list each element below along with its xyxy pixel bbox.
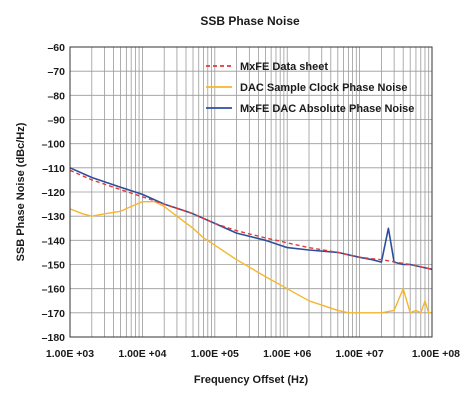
x-tick-label: 1.00E +03 [46, 348, 94, 360]
y-tick-label: –90 [47, 115, 65, 127]
x-tick-label: 1.00E +06 [263, 348, 311, 360]
legend: MxFE Data sheet DAC Sample Clock Phase No… [206, 61, 414, 115]
x-tick-label: 1.00E +04 [118, 348, 166, 360]
y-tick-label: –150 [42, 260, 66, 272]
x-tick-labels: 1.00E +03 1.00E +04 1.00E +05 1.00E +06 1.00… [46, 348, 460, 360]
legend-entry: MxFE DAC Absolute Phase Noise [240, 103, 414, 115]
y-axis-label: SSB Phase Noise (dBc/Hz) [15, 122, 27, 261]
x-tick-label: 1.00E +07 [336, 348, 384, 360]
series-line [69, 167, 433, 271]
x-axis-label: Frequency Offset (Hz) [194, 374, 309, 386]
y-tick-label: –100 [42, 139, 66, 151]
y-tick-label: –140 [42, 235, 66, 247]
y-tick-labels: –60 –70 –80 –90 –100 –110 –120 –130 –140 –150 –160… [42, 42, 66, 344]
y-tick-label: –60 [47, 42, 65, 54]
legend-entry: MxFE Data sheet [240, 61, 328, 73]
y-tick-label: –80 [47, 90, 65, 102]
y-tick-label: –130 [42, 211, 66, 223]
x-tick-label: 1.00E +08 [412, 348, 460, 360]
y-tick-label: –180 [42, 332, 66, 344]
y-tick-label: –160 [42, 284, 66, 296]
series-lines [69, 167, 433, 314]
series-line [69, 169, 433, 270]
x-tick-label: 1.00E +05 [191, 348, 239, 360]
y-tick-label: –120 [42, 187, 66, 199]
plot-frame [69, 46, 433, 338]
series-line [69, 200, 432, 314]
legend-entry: DAC Sample Clock Phase Noise [240, 82, 408, 94]
y-tick-label: –170 [42, 308, 66, 320]
chart-title: SSB Phase Noise [200, 14, 300, 28]
y-tick-label: –110 [42, 163, 65, 175]
y-tick-label: –70 [47, 66, 65, 78]
